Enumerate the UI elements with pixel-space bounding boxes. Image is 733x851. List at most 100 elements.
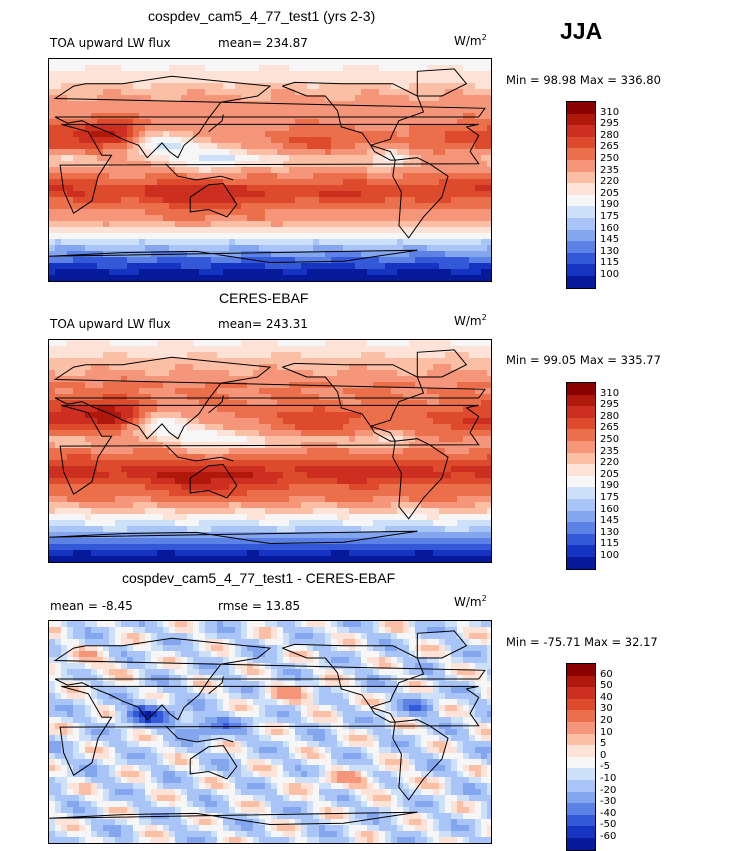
colorbar-swatch xyxy=(567,838,595,850)
colorbar-swatch xyxy=(567,815,595,827)
colorbar-tick-label: 190 xyxy=(600,199,619,210)
colorbar-tick-label: 115 xyxy=(600,538,619,549)
colorbar-tick-label: 60 xyxy=(600,669,613,680)
colorbar-swatch xyxy=(567,722,595,734)
colorbar-swatch xyxy=(567,499,595,511)
colorbar-swatch xyxy=(567,195,595,207)
panel-2-map xyxy=(48,339,492,563)
colorbar-swatch xyxy=(567,102,595,114)
colorbar-swatch xyxy=(567,160,595,172)
colorbar-swatch xyxy=(567,241,595,253)
colorbar-tick-label: 175 xyxy=(600,492,619,503)
panel-1-title: cospdev_cam5_4_77_test1 (yrs 2-3) xyxy=(148,8,375,24)
colorbar-swatch xyxy=(567,429,595,441)
colorbar-swatch xyxy=(567,745,595,757)
panel-2-mean-label: mean= 243.31 xyxy=(218,317,308,331)
colorbar-tick-label: -40 xyxy=(600,808,616,819)
colorbar-tick-label: 220 xyxy=(600,176,619,187)
colorbar-tick-label: 220 xyxy=(600,457,619,468)
colorbar-swatch xyxy=(567,511,595,523)
panel-1-colorbar xyxy=(566,101,596,289)
colorbar-swatch xyxy=(567,230,595,242)
colorbar-swatch xyxy=(567,418,595,430)
colorbar-swatch xyxy=(567,172,595,184)
panel-3-map-canvas xyxy=(49,621,491,843)
colorbar-tick-label: 160 xyxy=(600,504,619,515)
panel-3-units: W/m2 xyxy=(454,594,487,609)
colorbar-swatch xyxy=(567,453,595,465)
colorbar-tick-label: -50 xyxy=(600,819,616,830)
colorbar-tick-label: 250 xyxy=(600,153,619,164)
colorbar-tick-label: -30 xyxy=(600,796,616,807)
colorbar-swatch xyxy=(567,148,595,160)
colorbar-tick-label: 100 xyxy=(600,269,619,280)
colorbar-tick-label: 145 xyxy=(600,515,619,526)
colorbar-swatch xyxy=(567,699,595,711)
colorbar-tick-label: 30 xyxy=(600,703,613,714)
panel-2-units: W/m2 xyxy=(454,313,487,328)
colorbar-swatch xyxy=(567,826,595,838)
colorbar-tick-label: 0 xyxy=(600,750,606,761)
colorbar-tick-label: 280 xyxy=(600,130,619,141)
colorbar-swatch xyxy=(567,476,595,488)
colorbar-swatch xyxy=(567,768,595,780)
panel-1-map xyxy=(48,58,492,282)
colorbar-swatch xyxy=(567,206,595,218)
colorbar-swatch xyxy=(567,803,595,815)
colorbar-swatch xyxy=(567,183,595,195)
panel-1-variable-label: TOA upward LW flux xyxy=(50,36,171,50)
colorbar-swatch xyxy=(567,218,595,230)
panel-3-colorbar xyxy=(566,663,596,851)
colorbar-swatch xyxy=(567,687,595,699)
colorbar-tick-label: 205 xyxy=(600,188,619,199)
colorbar-tick-label: 175 xyxy=(600,211,619,222)
colorbar-swatch xyxy=(567,757,595,769)
colorbar-swatch xyxy=(567,522,595,534)
colorbar-tick-label: 130 xyxy=(600,246,619,257)
colorbar-swatch xyxy=(567,441,595,453)
colorbar-tick-label: 50 xyxy=(600,680,613,691)
panel-3-title: cospdev_cam5_4_77_test1 - CERES-EBAF xyxy=(122,570,395,586)
colorbar-swatch xyxy=(567,780,595,792)
colorbar-swatch xyxy=(567,383,595,395)
colorbar-swatch xyxy=(567,710,595,722)
colorbar-tick-label: 205 xyxy=(600,469,619,480)
colorbar-swatch xyxy=(567,557,595,569)
panel-2-variable-label: TOA upward LW flux xyxy=(50,317,171,331)
colorbar-tick-label: 250 xyxy=(600,434,619,445)
colorbar-swatch xyxy=(567,276,595,288)
colorbar-tick-label: -60 xyxy=(600,831,616,842)
colorbar-tick-label: 295 xyxy=(600,118,619,129)
colorbar-swatch xyxy=(567,664,595,676)
panel-1-minmax: Min = 98.98 Max = 336.80 xyxy=(506,73,661,87)
colorbar-tick-label: 265 xyxy=(600,422,619,433)
panel-3-mean-label: mean = -8.45 xyxy=(50,599,133,613)
colorbar-swatch xyxy=(567,487,595,499)
panel-2-map-canvas xyxy=(49,340,491,562)
colorbar-tick-label: 100 xyxy=(600,550,619,561)
colorbar-tick-label: 280 xyxy=(600,411,619,422)
colorbar-tick-label: 40 xyxy=(600,692,613,703)
colorbar-tick-label: 190 xyxy=(600,480,619,491)
colorbar-tick-label: -5 xyxy=(600,761,610,772)
colorbar-tick-label: 295 xyxy=(600,399,619,410)
panel-1-units: W/m2 xyxy=(454,33,487,48)
colorbar-swatch xyxy=(567,406,595,418)
colorbar-swatch xyxy=(567,114,595,126)
colorbar-tick-label: 160 xyxy=(600,223,619,234)
colorbar-swatch xyxy=(567,264,595,276)
panel-2-minmax: Min = 99.05 Max = 335.77 xyxy=(506,353,661,367)
colorbar-swatch xyxy=(567,464,595,476)
colorbar-swatch xyxy=(567,395,595,407)
colorbar-tick-label: 20 xyxy=(600,715,613,726)
season-label: JJA xyxy=(560,18,602,45)
panel-3-rmse-label: rmse = 13.85 xyxy=(218,599,300,613)
panel-3-minmax: Min = -75.71 Max = 32.17 xyxy=(506,635,658,649)
panel-2-colorbar xyxy=(566,382,596,570)
colorbar-swatch xyxy=(567,545,595,557)
panel-3-map xyxy=(48,620,492,844)
panel-1-map-canvas xyxy=(49,59,491,281)
colorbar-tick-label: 235 xyxy=(600,446,619,457)
colorbar-tick-label: -10 xyxy=(600,773,616,784)
colorbar-swatch xyxy=(567,792,595,804)
